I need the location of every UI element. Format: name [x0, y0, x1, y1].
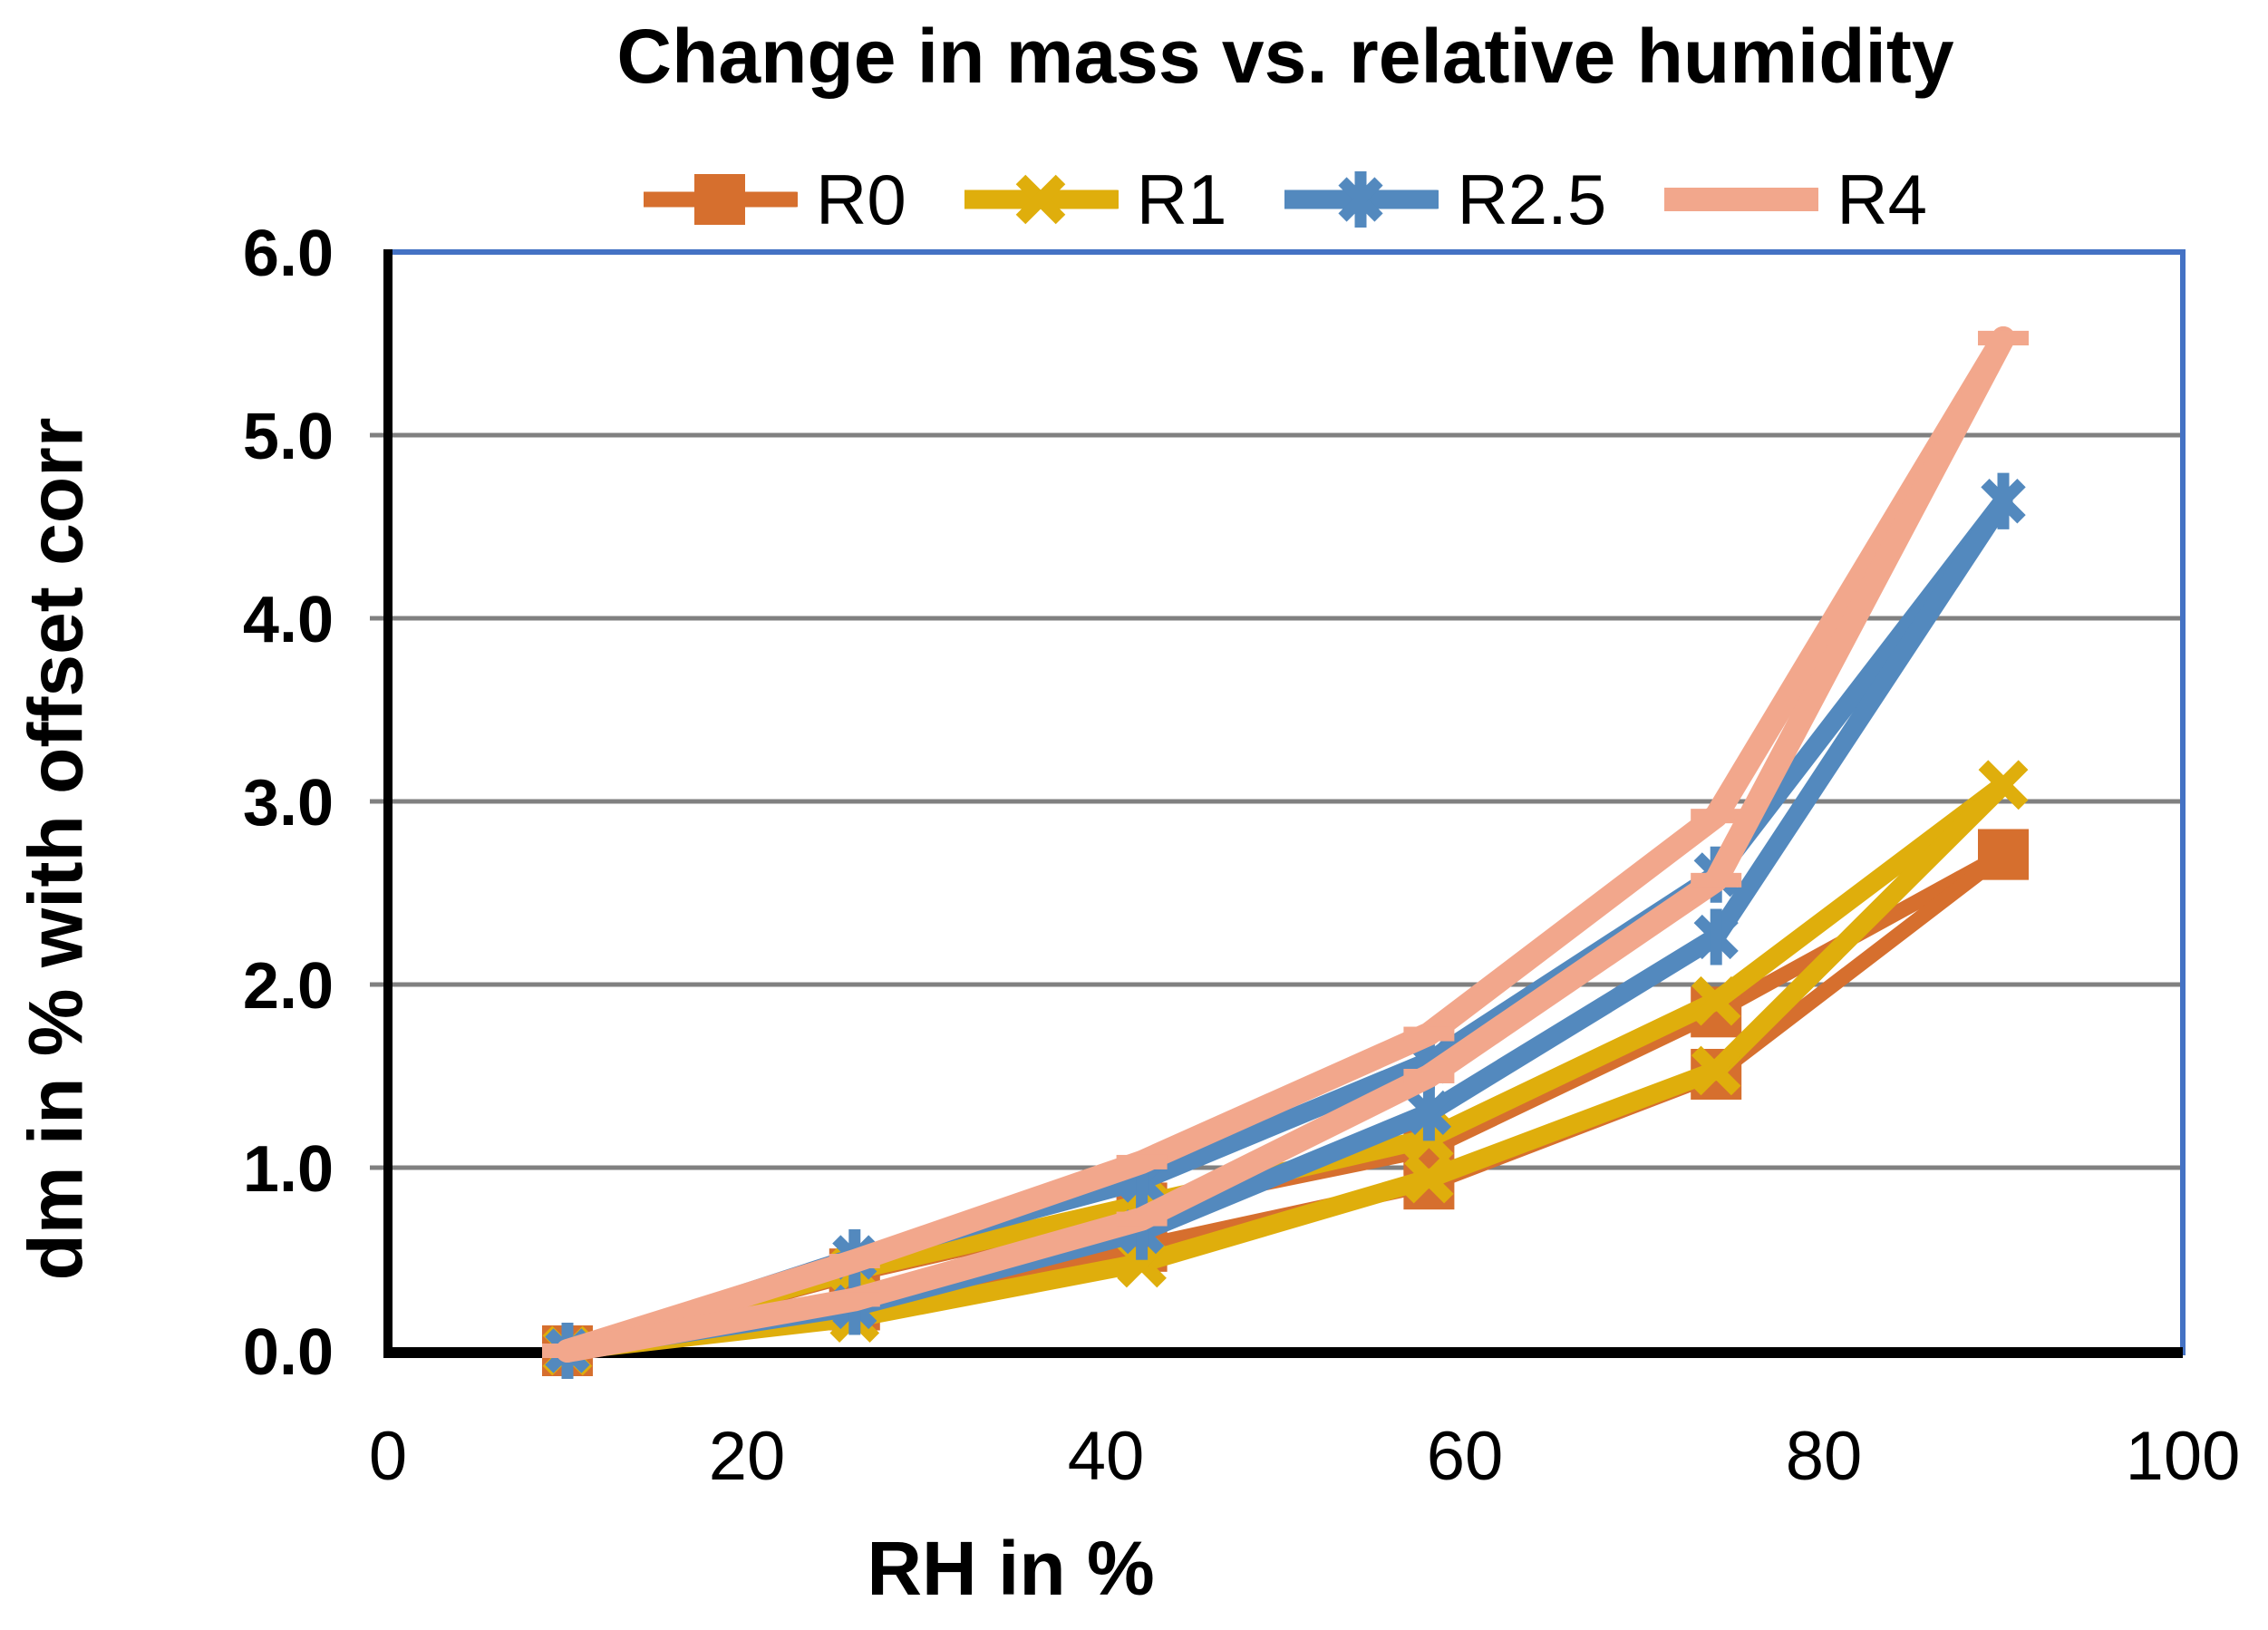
- marker-dash-icon: [1978, 330, 2029, 345]
- legend-marker-square-icon: [644, 159, 799, 240]
- marker-dash-icon: [542, 1344, 593, 1358]
- y-tick-label: 4.0: [243, 584, 334, 656]
- legend-item-r1: R1: [964, 159, 1227, 240]
- series-line-R4-run2: [556, 325, 2015, 1363]
- y-tick-label: 6.0: [243, 218, 334, 290]
- y-tick-label: 5.0: [243, 401, 334, 473]
- marker-x-icon: [1691, 1045, 1741, 1096]
- marker-dash-icon: [1691, 872, 1742, 888]
- legend-marker-x-icon: [964, 159, 1119, 240]
- marker-dash-icon: [1116, 1211, 1168, 1227]
- legend-marker-dash-icon: [1664, 159, 1819, 240]
- legend-item-r0: R0: [644, 159, 906, 240]
- y-tick-label: 2.0: [243, 950, 334, 1023]
- marker-dash-icon: [829, 1254, 880, 1269]
- x-tick-label: 40: [1068, 1418, 1145, 1495]
- x-axis-title: RH in %: [867, 1526, 1155, 1611]
- marker-dash-icon: [829, 1292, 880, 1307]
- legend-item-r4: R4: [1664, 159, 1927, 240]
- x-tick-label: 60: [1427, 1418, 1504, 1495]
- legend-item-r2-5: R2.5: [1284, 159, 1606, 240]
- y-tick-label: 1.0: [243, 1133, 334, 1206]
- x-tick-label: 80: [1786, 1418, 1863, 1495]
- marker-dash-icon: [1403, 1026, 1455, 1042]
- x-tick-label: 20: [709, 1418, 786, 1495]
- y-tick-label: 3.0: [243, 767, 334, 839]
- x-tick-label: 0: [369, 1418, 407, 1495]
- marker-square-icon: [694, 174, 746, 225]
- legend-label-r1: R1: [1136, 160, 1227, 239]
- series-line-R4-run1: [556, 325, 2015, 1363]
- x-tick-label: 100: [2126, 1418, 2241, 1495]
- marker-x-icon: [1404, 1153, 1454, 1204]
- y-axis-title: dm in % with offset corr: [13, 417, 99, 1281]
- legend-label-r4: R4: [1837, 160, 1927, 239]
- chart-title: Change in mass vs. relative humidity: [616, 14, 1954, 99]
- marker-dash-icon: [1691, 809, 1742, 824]
- legend: R0 R1 R2.5 R4: [388, 154, 2183, 245]
- marker-square-icon: [1978, 829, 2029, 880]
- marker-dash-icon: [1403, 1069, 1455, 1083]
- marker-x-icon: [1691, 975, 1741, 1026]
- legend-marker-asterisk-icon: [1284, 159, 1439, 240]
- marker-dash-icon: [1715, 192, 1767, 207]
- y-tick-label: 0.0: [243, 1316, 334, 1389]
- marker-x-icon: [1978, 760, 2029, 810]
- marker-dash-icon: [1116, 1154, 1168, 1169]
- legend-label-r0: R0: [816, 160, 906, 239]
- marker-x-icon: [1015, 174, 1066, 225]
- legend-label-r2-5: R2.5: [1457, 160, 1607, 239]
- series-line-R1-run1: [557, 775, 2013, 1361]
- series-line-R1-run2: [557, 775, 2013, 1361]
